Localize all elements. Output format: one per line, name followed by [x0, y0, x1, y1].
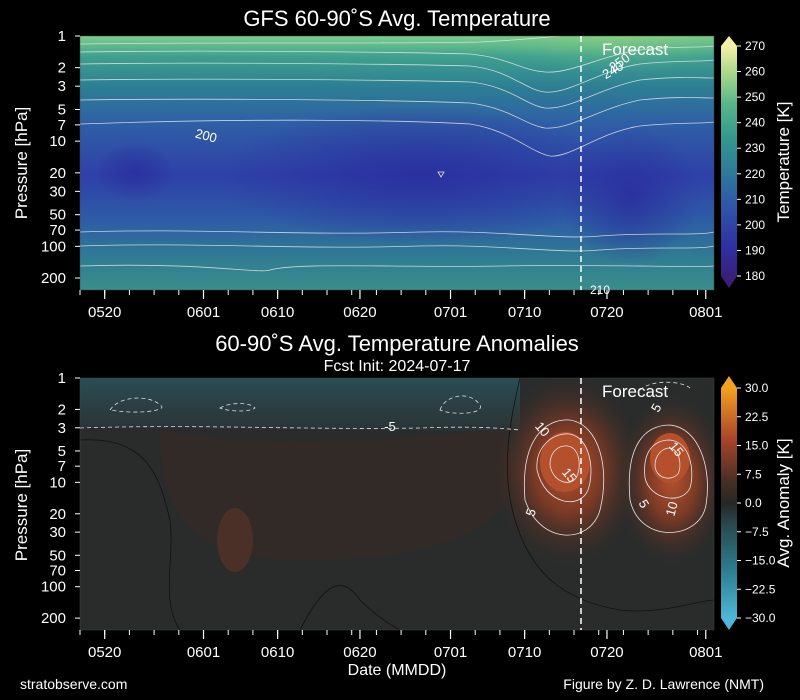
colorbar-tick-label: 210 — [745, 192, 765, 206]
bottom-x-axis-label: Date (MMDD) — [348, 662, 447, 679]
y-tick-label: 50 — [49, 207, 66, 224]
bottom-colorbar-label: Avg. Anomaly [K] — [774, 438, 793, 567]
x-tick-label: 0610 — [261, 644, 294, 661]
x-tick-label: 0610 — [261, 304, 294, 321]
y-tick-label: 100 — [41, 238, 66, 255]
top-plot-area — [80, 36, 714, 290]
top-colorbar: 180 190 200 210 220 230 240 250 260 270 — [721, 36, 765, 288]
footer-credit: Figure by Z. D. Lawrence (NMT) — [563, 676, 764, 692]
top-x-ticks: 0520 0601 0610 0620 0701 0710 0720 0801 — [79, 290, 722, 321]
y-tick-label: 1 — [58, 370, 66, 387]
top-colorbar-label: Temperature [K] — [774, 102, 793, 223]
y-tick-label: 1 — [58, 28, 66, 45]
top-chart-title: GFS 60-90˚S Avg. Temperature — [243, 6, 550, 31]
colorbar-tick-label: 240 — [745, 116, 765, 130]
colorbar-tick-label: −30.0 — [745, 611, 776, 625]
bottom-chart-subtitle: Fcst Init: 2024-07-17 — [324, 358, 471, 375]
top-contour-label: 200 — [194, 126, 219, 146]
x-tick-label: 0620 — [343, 644, 376, 661]
y-tick-label: 200 — [41, 270, 66, 287]
top-forecast-label: Forecast — [602, 40, 668, 59]
x-tick-label: 0710 — [508, 304, 541, 321]
y-tick-label: 20 — [49, 165, 66, 182]
x-tick-label: 0710 — [508, 644, 541, 661]
colorbar-tick-label: −7.5 — [745, 525, 769, 539]
x-tick-label: 0520 — [88, 304, 121, 321]
bottom-chart-title: 60-90˚S Avg. Temperature Anomalies — [215, 331, 579, 356]
y-tick-label: 7 — [58, 117, 66, 134]
colorbar-tick-label: 250 — [745, 90, 765, 104]
y-tick-label: 2 — [58, 401, 66, 418]
x-tick-label: 0701 — [434, 644, 467, 661]
y-tick-label: 70 — [49, 222, 66, 239]
colorbar-tick-label: 270 — [745, 39, 765, 53]
x-tick-label: 0801 — [689, 644, 722, 661]
y-tick-label: 30 — [49, 183, 66, 200]
y-tick-label: 200 — [41, 610, 66, 627]
colorbar-tick-label: 180 — [745, 269, 765, 283]
bottom-y-axis-label: Pressure [hPa] — [12, 449, 31, 561]
y-tick-label: 5 — [58, 102, 66, 119]
y-tick-label: 50 — [49, 547, 66, 564]
bottom-x-ticks: 0520 0601 0610 0620 0701 0710 0720 0801 — [79, 630, 722, 661]
top-y-axis-label: Pressure [hPa] — [12, 107, 31, 219]
x-tick-label: 0701 — [434, 304, 467, 321]
colorbar-tick-label: 15.0 — [745, 439, 769, 453]
colorbar-tick-label: 230 — [745, 141, 765, 155]
colorbar-tick-label: −22.5 — [745, 582, 776, 596]
colorbar-tick-label: 220 — [745, 167, 765, 181]
x-tick-label: 0520 — [88, 644, 121, 661]
x-tick-label: 0601 — [187, 644, 220, 661]
colorbar-tick-label: 7.5 — [745, 467, 762, 481]
y-tick-label: 10 — [49, 474, 66, 491]
x-tick-label: 0720 — [590, 304, 623, 321]
y-tick-label: 10 — [49, 133, 66, 150]
colorbar-tick-label: 30.0 — [745, 381, 769, 395]
y-tick-label: 2 — [58, 60, 66, 77]
bottom-forecast-label: Forecast — [602, 382, 668, 401]
bottom-colorbar: 30.0 22.5 15.0 7.5 0.0 −7.5 −15.0 −22.5 −30.0 — [721, 376, 776, 630]
bottom-plot-area — [80, 378, 714, 630]
y-tick-label: 3 — [58, 78, 66, 95]
y-tick-label: 70 — [49, 563, 66, 580]
colorbar-tick-label: 22.5 — [745, 410, 769, 424]
colorbar-tick-label: −15.0 — [745, 554, 776, 568]
x-tick-label: 0620 — [343, 304, 376, 321]
y-tick-label: 7 — [58, 458, 66, 475]
y-tick-label: 5 — [58, 443, 66, 460]
colorbar-tick-label: 0.0 — [745, 496, 762, 510]
colorbar-tick-label: 260 — [745, 65, 765, 79]
bottom-contour-label: 10 — [663, 500, 681, 518]
colorbar-tick-label: 200 — [745, 218, 765, 232]
y-tick-label: 20 — [49, 506, 66, 523]
bottom-contour-label: -5 — [384, 419, 396, 434]
x-tick-label: 0601 — [187, 304, 220, 321]
y-tick-label: 3 — [58, 420, 66, 437]
footer-site: stratobserve.com — [20, 676, 128, 692]
y-tick-label: 30 — [49, 524, 66, 541]
colorbar-tick-label: 190 — [745, 243, 765, 257]
top-contour-label: 210 — [590, 283, 610, 297]
x-tick-label: 0720 — [590, 644, 623, 661]
bottom-contour-label: 5 — [522, 506, 539, 518]
x-tick-label: 0801 — [689, 304, 722, 321]
y-tick-label: 100 — [41, 579, 66, 596]
